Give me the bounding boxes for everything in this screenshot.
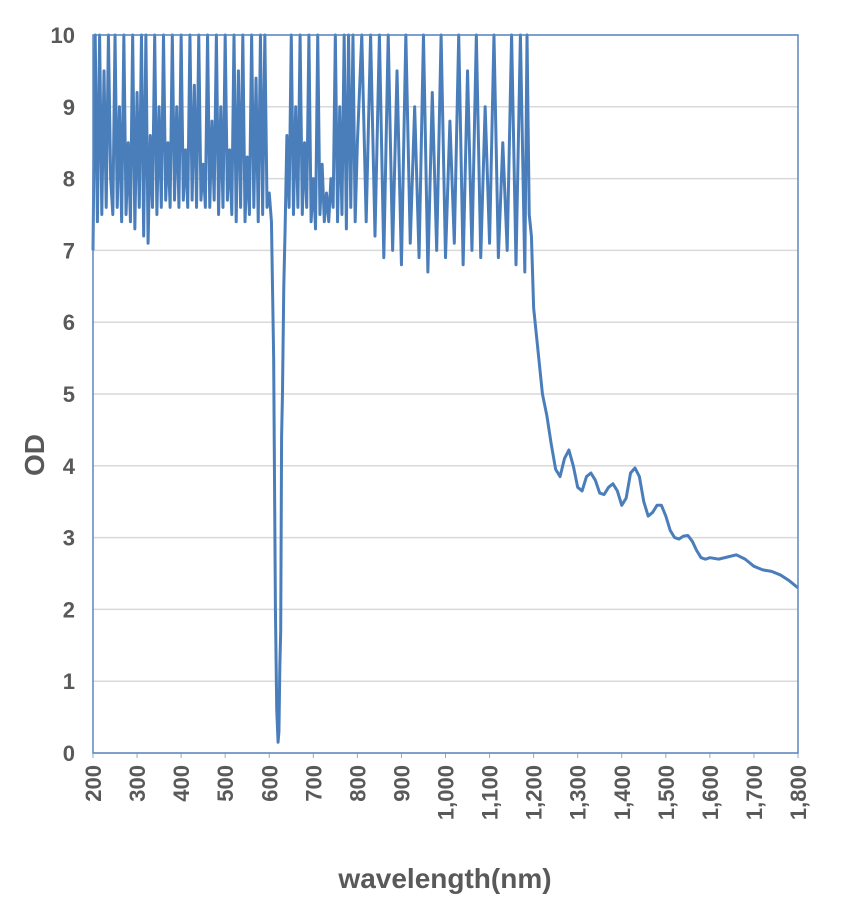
x-tick-label: 600 <box>257 765 282 802</box>
x-tick-label: 1,200 <box>522 765 547 820</box>
x-tick-label: 1,000 <box>434 765 459 820</box>
x-tick-label: 1,100 <box>478 765 503 820</box>
x-tick-label: 1,300 <box>566 765 591 820</box>
y-tick-label: 8 <box>63 167 75 192</box>
x-tick-label: 500 <box>213 765 238 802</box>
y-tick-label: 0 <box>63 741 75 766</box>
y-tick-label: 10 <box>51 23 75 48</box>
y-axis-title: OD <box>19 434 50 476</box>
x-tick-label: 200 <box>81 765 106 802</box>
y-tick-label: 2 <box>63 597 75 622</box>
y-tick-label: 3 <box>63 526 75 551</box>
x-tick-label: 1,500 <box>654 765 679 820</box>
x-tick-label: 700 <box>301 765 326 802</box>
plot-frame <box>92 34 799 754</box>
y-tick-label: 1 <box>63 669 75 694</box>
x-tick-label: 300 <box>125 765 150 802</box>
y-tick-label: 9 <box>63 95 75 120</box>
x-tick-label: 1,600 <box>698 765 723 820</box>
y-tick-label: 4 <box>63 454 76 479</box>
x-tick-label: 900 <box>389 765 414 802</box>
x-tick-label: 1,400 <box>610 765 635 820</box>
y-tick-label: 6 <box>63 310 75 335</box>
x-axis-title: wavelength(nm) <box>337 863 551 894</box>
data-line <box>91 33 799 744</box>
x-tick-label: 1,800 <box>786 765 811 820</box>
y-tick-label: 7 <box>63 238 75 263</box>
y-tick-label: 5 <box>63 382 75 407</box>
x-tick-label: 800 <box>345 765 370 802</box>
x-tick-label: 1,700 <box>742 765 767 820</box>
x-tick-label: 400 <box>169 765 194 802</box>
